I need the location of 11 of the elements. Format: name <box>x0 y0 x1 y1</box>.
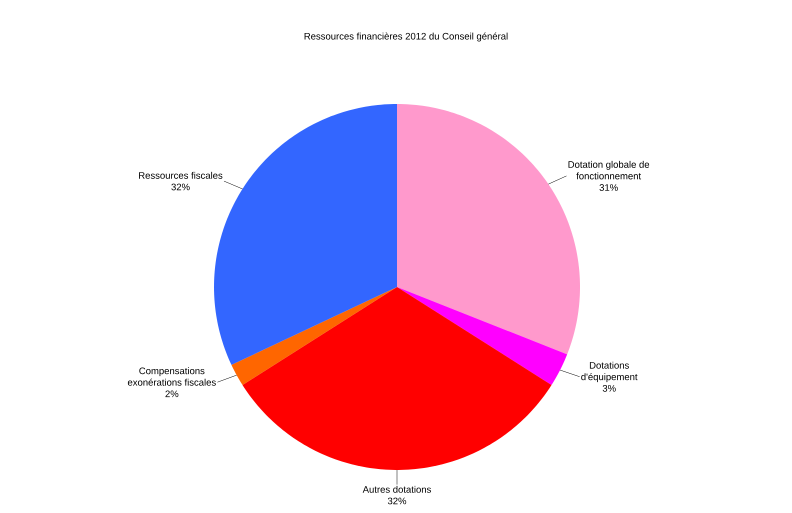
slice-label: Dotations d'équipement <box>581 362 638 382</box>
data-label: 31% <box>600 184 618 191</box>
chart-title: Ressources financières 2012 du Conseil général <box>304 32 508 42</box>
slice-label: Dotation globale de fonctionnement <box>568 160 650 180</box>
data-label: 32% <box>171 184 190 190</box>
slice-label: Autres dotations <box>362 486 431 493</box>
data-label: 3% <box>602 384 616 392</box>
slice-label: Ressources fiscales <box>139 172 222 179</box>
data-label: 32% <box>388 498 406 504</box>
data-label: 2% <box>165 390 178 398</box>
slice-label: Compensations exonérations fiscales <box>128 367 216 386</box>
